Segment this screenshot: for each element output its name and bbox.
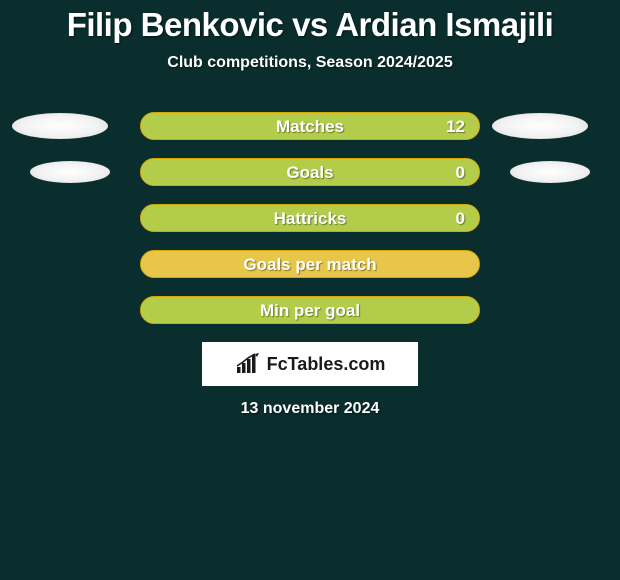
stat-label: Goals per match [141, 251, 479, 278]
player-right-marker [492, 113, 588, 139]
page-title: Filip Benkovic vs Ardian Ismajili [0, 0, 620, 44]
player-right-marker [510, 161, 590, 183]
stat-bar: Goals0 [140, 158, 480, 186]
stat-row: Hattricks0 [0, 204, 620, 232]
subtitle: Club competitions, Season 2024/2025 [0, 54, 620, 72]
stat-label: Hattricks [141, 205, 479, 232]
player-left-marker [12, 113, 108, 139]
brand-text: FcTables.com [267, 354, 386, 375]
stat-label: Matches [141, 113, 479, 140]
brand-box: FcTables.com [202, 342, 418, 386]
stat-value-right: 12 [446, 113, 465, 140]
stat-bar: Matches12 [140, 112, 480, 140]
stat-bar: Goals per match [140, 250, 480, 278]
stat-value-right: 0 [456, 159, 465, 186]
player-left-marker [30, 161, 110, 183]
stat-value-right: 0 [456, 205, 465, 232]
chart-icon [235, 353, 261, 375]
stat-row: Matches12 [0, 112, 620, 140]
stat-row: Goals0 [0, 158, 620, 186]
stat-bar: Min per goal [140, 296, 480, 324]
stat-label: Goals [141, 159, 479, 186]
stat-row: Min per goal [0, 296, 620, 324]
comparison-chart: Matches12Goals0Hattricks0Goals per match… [0, 112, 620, 324]
footer-date: 13 november 2024 [0, 400, 620, 418]
stat-row: Goals per match [0, 250, 620, 278]
stat-bar: Hattricks0 [140, 204, 480, 232]
stat-label: Min per goal [141, 297, 479, 324]
